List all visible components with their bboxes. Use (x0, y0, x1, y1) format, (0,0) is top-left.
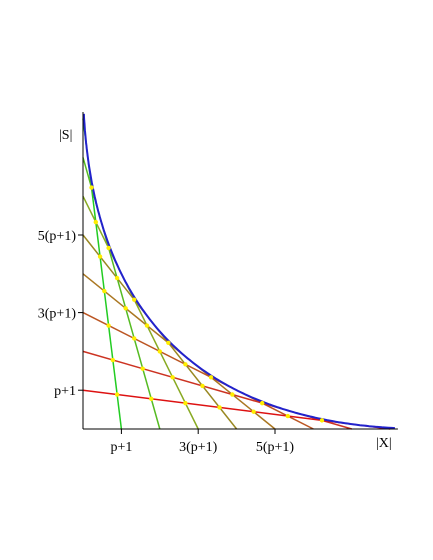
y-tick-label: 3(p+1) (38, 307, 77, 322)
x-tick-label: 5(p+1) (256, 440, 295, 455)
intersection-point (89, 185, 94, 190)
intersection-point (144, 323, 150, 328)
intersection-point (157, 349, 162, 354)
intersection-point (106, 245, 111, 251)
intersection-point (183, 362, 188, 367)
intersection-point (260, 400, 265, 406)
intersection-point (217, 405, 222, 410)
intersection-point (132, 336, 137, 341)
intersection-point (200, 383, 205, 389)
intersection-point (183, 400, 188, 406)
intersection-point (166, 340, 171, 345)
tangent-lines (82, 118, 391, 430)
intersection-point (114, 275, 120, 281)
x-tick-label: p+1 (110, 440, 132, 455)
envelope-curve (82, 113, 395, 430)
intersection-point (93, 219, 99, 225)
intersection-point (230, 392, 235, 397)
intersection-point (106, 323, 111, 328)
y-axis-label: |S| (59, 128, 72, 143)
intersection-point (123, 306, 128, 311)
intersection-point (132, 297, 137, 302)
intersection-point (140, 366, 145, 371)
intersection-point (208, 375, 214, 380)
y-tick-label: p+1 (54, 384, 76, 399)
y-tick-label: 5(p+1) (38, 229, 77, 244)
intersection-point (97, 254, 103, 259)
intersection-point (102, 288, 107, 294)
intersection-point (114, 392, 120, 397)
intersection-point (251, 409, 256, 414)
x-tick-label: 3(p+1) (179, 440, 218, 455)
intersection-point (170, 375, 175, 380)
intersection-points (89, 185, 325, 423)
intersection-point (319, 418, 325, 423)
tangent-line (82, 311, 314, 430)
intersection-point (149, 396, 154, 402)
x-axis-label: |X| (376, 436, 392, 451)
tangent-line (82, 195, 199, 430)
intersection-point (285, 413, 290, 419)
intersection-point (110, 357, 116, 363)
axis-ticks: p+1 3(p+1) 5(p+1) p+1 3(p+1) 5(p+1) (38, 229, 295, 455)
